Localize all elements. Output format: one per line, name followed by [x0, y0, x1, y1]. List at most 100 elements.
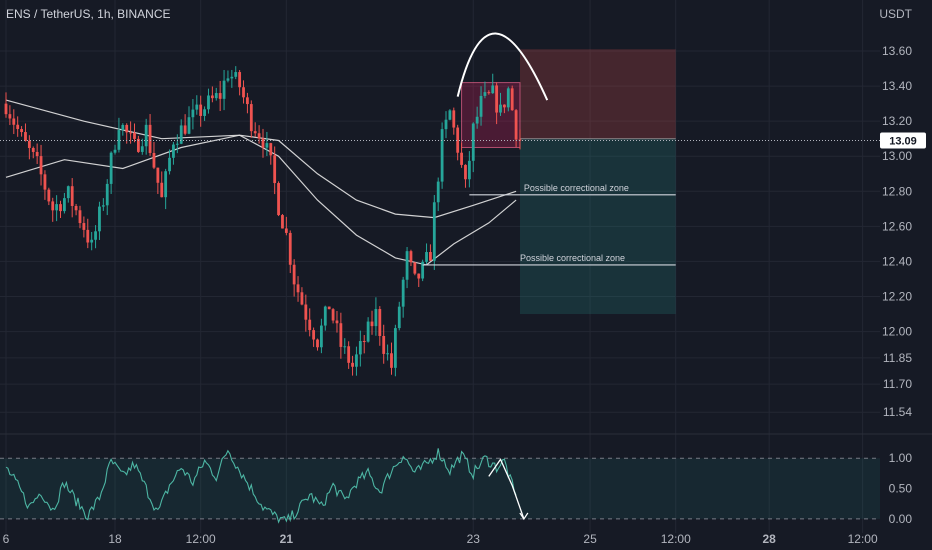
candle-body: [222, 80, 226, 99]
candle-body: [390, 353, 393, 368]
candle-body: [246, 97, 249, 105]
candle-body: [487, 92, 491, 94]
candle-body: [331, 309, 335, 321]
oscillator-projection: [488, 458, 525, 520]
candle-body: [316, 339, 319, 348]
candle-body: [144, 124, 148, 147]
candle-body: [436, 181, 440, 203]
candle-body: [467, 160, 471, 180]
y-tick-label: 13.20: [882, 114, 912, 128]
candle-body: [51, 201, 55, 211]
candle-body: [210, 95, 214, 99]
candle-body: [140, 146, 144, 152]
candle-body: [378, 309, 382, 336]
candle-body: [16, 124, 20, 130]
candle-body: [514, 110, 518, 140]
candle-body: [175, 143, 179, 145]
y-tick-label: 12.80: [882, 184, 912, 198]
candle-body: [429, 252, 432, 261]
candle-body: [464, 164, 467, 180]
candle-body: [440, 129, 444, 182]
candle-body: [319, 325, 323, 348]
oscillator-tick-label: 0.00: [889, 512, 913, 526]
candle-body: [187, 117, 191, 134]
candle-body: [397, 306, 401, 329]
y-tick-label: 11.54: [883, 405, 912, 419]
candle-body: [269, 143, 273, 156]
candle-body: [101, 205, 105, 207]
oscillator-tick-label: 1.00: [889, 451, 913, 465]
candle-body: [491, 85, 495, 94]
candle-body: [125, 124, 129, 133]
x-tick-label: 12:00: [186, 532, 216, 546]
candle-body: [238, 72, 242, 88]
candle-body: [70, 186, 74, 206]
moving-average-line: [5, 134, 517, 266]
correctional-zone-label: Possible correctional zone: [520, 253, 625, 263]
trade-zones: [461, 49, 676, 315]
y-tick-label: 13.60: [882, 44, 912, 58]
candle-body: [109, 152, 113, 184]
oscillator-band: [0, 458, 880, 519]
candle-body: [78, 210, 82, 224]
candle-body: [90, 239, 94, 243]
candle-body: [261, 138, 265, 148]
candle-body: [226, 78, 230, 81]
candle-body: [20, 129, 23, 133]
candle-body: [432, 202, 436, 261]
candle-body: [281, 215, 284, 229]
candle-body: [249, 104, 253, 132]
candle-body: [105, 183, 109, 206]
candle-body: [43, 174, 47, 190]
candle-body: [503, 104, 506, 108]
y-tick-label: 11.85: [883, 351, 912, 365]
candle-body: [277, 183, 280, 216]
y-tick-label: 13.40: [882, 79, 912, 93]
x-tick-label: 23: [467, 532, 481, 546]
candle-body: [94, 231, 97, 240]
candle-body: [366, 321, 370, 342]
annotations: Possible correctional zone Possible corre…: [0, 32, 880, 266]
y-tick-label: 13.00: [882, 149, 912, 163]
candle-body: [121, 124, 125, 131]
candle-body: [506, 88, 510, 108]
candle-body: [35, 151, 39, 157]
candle-body: [499, 104, 502, 113]
candle-body: [179, 125, 183, 144]
candle-body: [460, 152, 463, 165]
last-price-label: 13.09: [889, 135, 917, 147]
stop-loss-zone: [519, 49, 676, 139]
candle-body: [335, 320, 339, 324]
y-tick-label: 12.40: [882, 254, 912, 268]
candle-body: [31, 147, 35, 152]
candlesticks: [4, 66, 522, 377]
candle-body: [351, 362, 354, 367]
projection-arrow-icon: [519, 512, 529, 521]
candle-body: [133, 132, 136, 139]
candle-body: [59, 204, 62, 212]
candle-body: [207, 95, 210, 110]
candle-body: [98, 206, 101, 232]
y-tick-label: 12.00: [882, 325, 912, 339]
x-tick-label: 6: [3, 532, 10, 546]
candle-body: [265, 143, 269, 148]
candle-body: [113, 149, 117, 153]
candle-body: [370, 321, 374, 327]
last-price-tag: [880, 132, 926, 149]
correctional-zone-label: Possible correctional zone: [524, 183, 629, 193]
candle-body: [253, 131, 257, 134]
candle-body: [425, 252, 428, 262]
y-tick-label: 12.60: [882, 219, 912, 233]
candle-body: [183, 125, 187, 134]
candle-body: [339, 323, 343, 347]
candle-body: [417, 273, 421, 279]
oscillator-tick-label: 0.50: [889, 482, 913, 496]
candle-body: [39, 156, 43, 175]
candle-body: [55, 204, 59, 211]
candle-body: [300, 292, 304, 305]
candle-body: [4, 103, 8, 115]
x-tick-label: 21: [280, 532, 294, 546]
candle-body: [8, 114, 12, 119]
candle-body: [444, 119, 448, 130]
